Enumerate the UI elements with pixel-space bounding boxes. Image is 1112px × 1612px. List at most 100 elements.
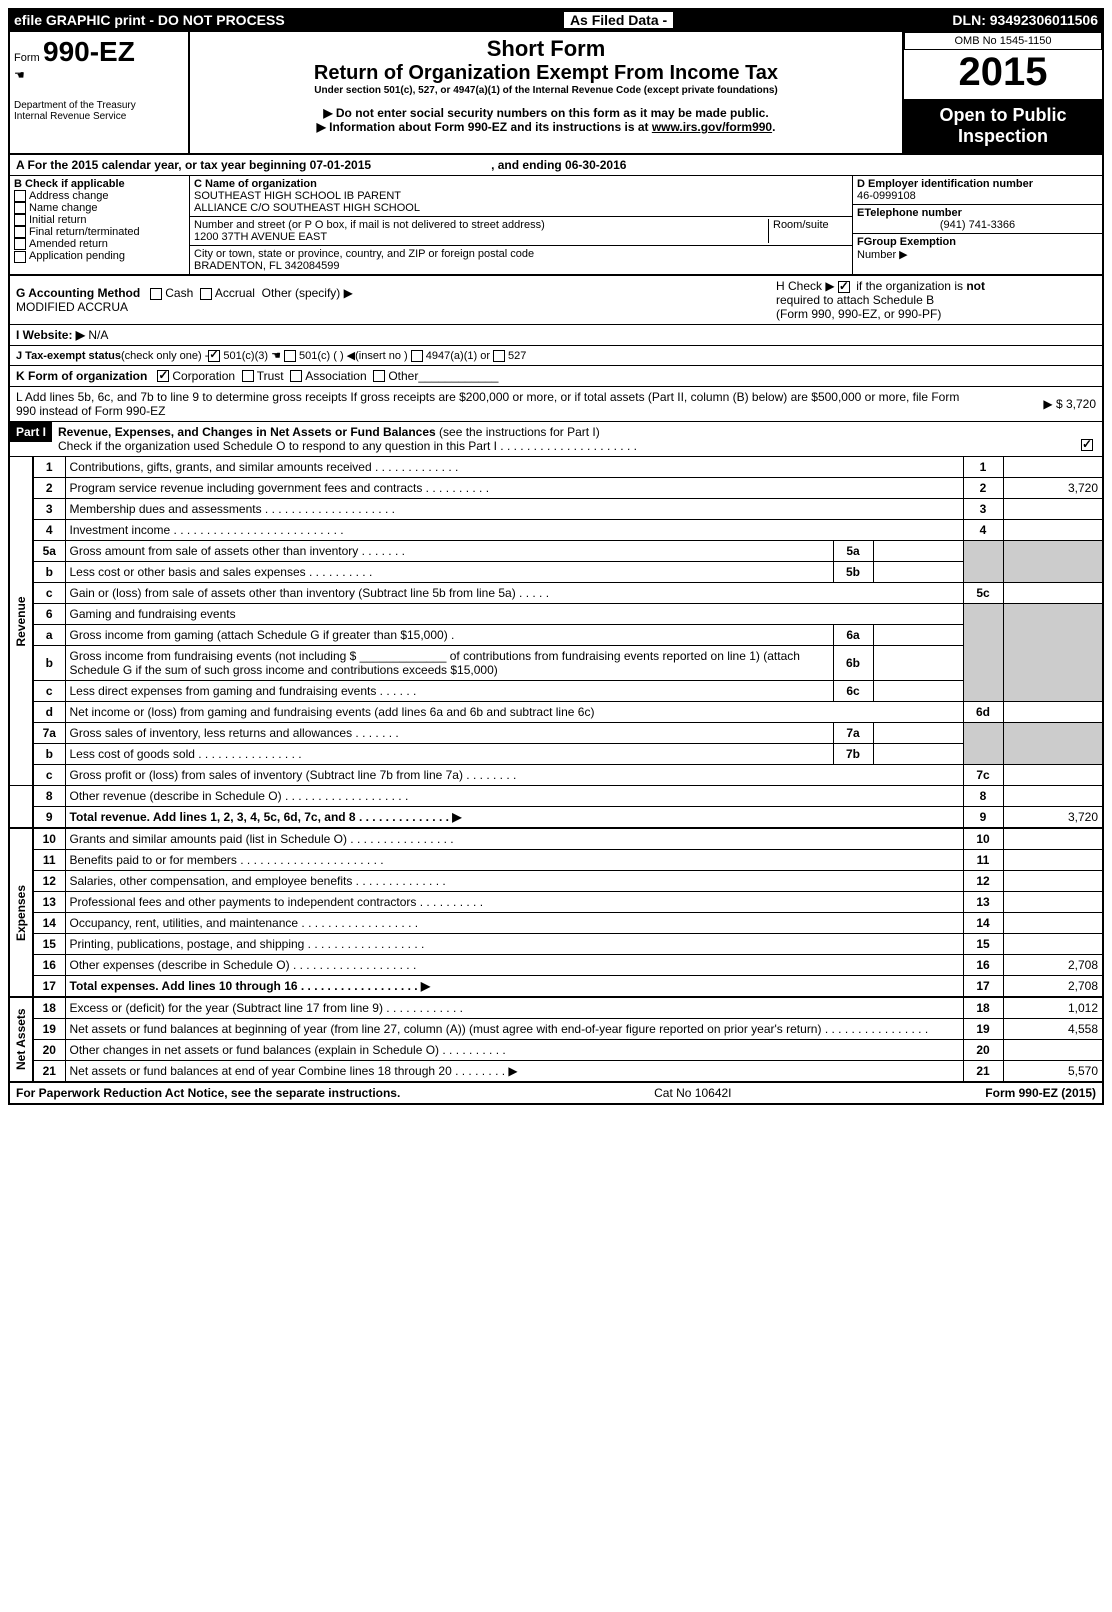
part-i-header: Part I Revenue, Expenses, and Changes in… bbox=[8, 422, 1104, 457]
city-value: BRADENTON, FL 342084599 bbox=[194, 260, 848, 272]
chk-address-change[interactable] bbox=[14, 190, 26, 202]
lbl-initial-return: Initial return bbox=[29, 214, 86, 226]
chk-501c[interactable] bbox=[284, 350, 296, 362]
website-value: N/A bbox=[88, 328, 108, 342]
chk-association[interactable] bbox=[290, 370, 302, 382]
ln-13-val bbox=[1003, 892, 1103, 913]
ln-4-desc: Investment income . . . . . . . . . . . … bbox=[65, 520, 963, 541]
ln-6c-sv bbox=[873, 681, 963, 702]
ln-11-num: 11 bbox=[33, 850, 65, 871]
chk-accrual[interactable] bbox=[200, 288, 212, 300]
ln-12-val bbox=[1003, 871, 1103, 892]
ln-16-box: 16 bbox=[963, 955, 1003, 976]
section-a-end: , and ending 06-30-2016 bbox=[491, 158, 626, 172]
ln-9-num: 9 bbox=[33, 807, 65, 829]
chk-name-change[interactable] bbox=[14, 202, 26, 214]
section-i: I Website: ▶ N/A bbox=[8, 325, 1104, 346]
omb-number: OMB No 1545-1150 bbox=[904, 32, 1102, 50]
ln-14-box: 14 bbox=[963, 913, 1003, 934]
ln-17-val: 2,708 bbox=[1003, 976, 1103, 998]
ln-1-desc: Contributions, gifts, grants, and simila… bbox=[65, 457, 963, 478]
irs-link[interactable]: www.irs.gov/form990 bbox=[652, 120, 772, 134]
ln-15-num: 15 bbox=[33, 934, 65, 955]
ln-21-box: 21 bbox=[963, 1061, 1003, 1083]
ln-20-box: 20 bbox=[963, 1040, 1003, 1061]
ln-5c-box: 5c bbox=[963, 583, 1003, 604]
ln-6-num: 6 bbox=[33, 604, 65, 625]
chk-4947[interactable] bbox=[411, 350, 423, 362]
ln-7c-box: 7c bbox=[963, 765, 1003, 786]
ln-10-desc: Grants and similar amounts paid (list in… bbox=[65, 828, 963, 850]
chk-trust[interactable] bbox=[242, 370, 254, 382]
ln-3-num: 3 bbox=[33, 499, 65, 520]
ln-8-val bbox=[1003, 786, 1103, 807]
ln-6d-box: 6d bbox=[963, 702, 1003, 723]
chk-501c3[interactable] bbox=[208, 350, 220, 362]
ln-5c-desc: Gain or (loss) from sale of assets other… bbox=[65, 583, 963, 604]
note-info-post: . bbox=[772, 120, 775, 134]
lbl-501c: 501(c) ( ) ◀(insert no ) bbox=[299, 349, 408, 362]
part-i-title: Revenue, Expenses, and Changes in Net As… bbox=[58, 425, 436, 439]
section-k-label: K Form of organization bbox=[16, 369, 147, 383]
ln-5ab-graybox bbox=[963, 541, 1003, 583]
chk-schedule-b[interactable] bbox=[838, 281, 850, 293]
footer-mid: Cat No 10642I bbox=[654, 1086, 731, 1100]
footer-left: For Paperwork Reduction Act Notice, see … bbox=[16, 1086, 400, 1100]
ln-6c-num: c bbox=[33, 681, 65, 702]
room-suite-label: Room/suite bbox=[768, 219, 848, 243]
ln-5a-sb: 5a bbox=[833, 541, 873, 562]
lbl-501c3: 501(c)(3) bbox=[223, 350, 268, 362]
chk-amended-return[interactable] bbox=[14, 238, 26, 250]
ln-7a-desc: Gross sales of inventory, less returns a… bbox=[65, 723, 833, 744]
return-title: Return of Organization Exempt From Incom… bbox=[198, 62, 894, 85]
ln-7b-sb: 7b bbox=[833, 744, 873, 765]
ln-18-num: 18 bbox=[33, 997, 65, 1019]
part-i-label: Part I bbox=[10, 422, 52, 442]
ln-6a-sb: 6a bbox=[833, 625, 873, 646]
ln-12-box: 12 bbox=[963, 871, 1003, 892]
ln-17-box: 17 bbox=[963, 976, 1003, 998]
section-l: L Add lines 5b, 6c, and 7b to line 9 to … bbox=[8, 387, 1104, 422]
footer-right: Form 990-EZ (2015) bbox=[985, 1086, 1096, 1100]
ln-3-val bbox=[1003, 499, 1103, 520]
chk-initial-return[interactable] bbox=[14, 214, 26, 226]
ln-3-box: 3 bbox=[963, 499, 1003, 520]
chk-schedule-o[interactable] bbox=[1081, 439, 1093, 451]
accounting-value: MODIFIED ACCRUA bbox=[16, 300, 128, 314]
dept-line2: Internal Revenue Service bbox=[14, 111, 184, 122]
ln-16-desc: Other expenses (describe in Schedule O) … bbox=[65, 955, 963, 976]
ln-13-desc: Professional fees and other payments to … bbox=[65, 892, 963, 913]
chk-cash[interactable] bbox=[150, 288, 162, 300]
ln-9-desc: Total revenue. Add lines 1, 2, 3, 4, 5c,… bbox=[70, 810, 462, 824]
form-number: 990-EZ bbox=[43, 36, 135, 67]
ln-14-val bbox=[1003, 913, 1103, 934]
ln-20-desc: Other changes in net assets or fund bala… bbox=[65, 1040, 963, 1061]
ln-5c-num: c bbox=[33, 583, 65, 604]
topbar-left: efile GRAPHIC print - DO NOT PROCESS bbox=[14, 12, 285, 28]
lbl-corporation: Corporation bbox=[172, 369, 235, 383]
short-form-title: Short Form bbox=[198, 36, 894, 62]
ln-1-val bbox=[1003, 457, 1103, 478]
ein-value: 46-0999108 bbox=[857, 190, 1098, 202]
ln-10-num: 10 bbox=[33, 828, 65, 850]
ln-8-desc: Other revenue (describe in Schedule O) .… bbox=[65, 786, 963, 807]
ln-11-box: 11 bbox=[963, 850, 1003, 871]
ln-12-num: 12 bbox=[33, 871, 65, 892]
ln-5a-sv bbox=[873, 541, 963, 562]
section-h-not: not bbox=[966, 279, 985, 293]
ln-6c-desc: Less direct expenses from gaming and fun… bbox=[65, 681, 833, 702]
topbar-mid: As Filed Data - bbox=[564, 12, 673, 28]
chk-527[interactable] bbox=[493, 350, 505, 362]
chk-application-pending[interactable] bbox=[14, 251, 26, 263]
chk-other-org[interactable] bbox=[373, 370, 385, 382]
section-k: K Form of organization Corporation Trust… bbox=[8, 366, 1104, 387]
ln-5b-num: b bbox=[33, 562, 65, 583]
ln-7a-sb: 7a bbox=[833, 723, 873, 744]
chk-final-return[interactable] bbox=[14, 226, 26, 238]
chk-corporation[interactable] bbox=[157, 370, 169, 382]
ln-14-desc: Occupancy, rent, utilities, and maintena… bbox=[65, 913, 963, 934]
section-f-label2: Number ▶ bbox=[857, 249, 908, 261]
part-i-note: (see the instructions for Part I) bbox=[439, 425, 600, 439]
ln-5b-sb: 5b bbox=[833, 562, 873, 583]
section-e-label: ETelephone number bbox=[857, 207, 1098, 219]
